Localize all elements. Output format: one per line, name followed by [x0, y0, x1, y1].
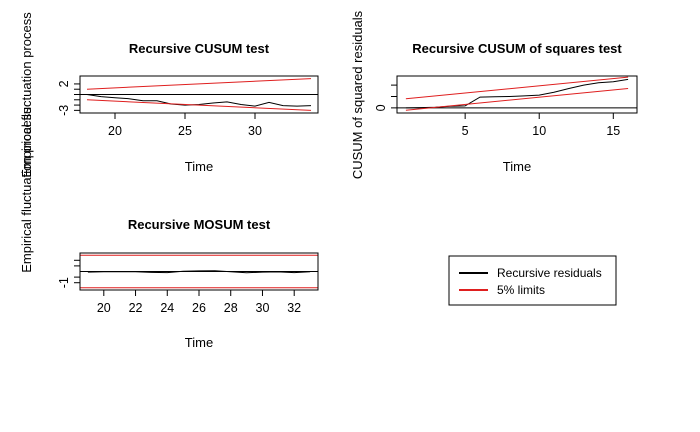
- x-tick-label: 5: [462, 124, 469, 138]
- upper-limit-line: [405, 76, 629, 100]
- x-tick-label: 26: [192, 301, 206, 315]
- plot-lines: [397, 76, 637, 111]
- x-tick-label: 32: [287, 301, 301, 315]
- x-tick-label: 30: [248, 124, 262, 138]
- plot-lines: [80, 78, 318, 111]
- x-tick-label: 22: [129, 301, 143, 315]
- lower-limit-line: [405, 88, 629, 111]
- chart-title: Recursive CUSUM of squares test: [412, 41, 622, 56]
- y-tick-label: 2: [57, 80, 71, 87]
- x-tick-label: 20: [97, 301, 111, 315]
- legend-box: [448, 255, 617, 306]
- y-axis-label: Empirical fluctuation process: [19, 107, 34, 273]
- legend-label: Recursive residuals: [497, 266, 602, 280]
- x-axis-label: Time: [185, 159, 213, 174]
- fluctuation-process-line: [86, 94, 312, 107]
- x-tick-label: 10: [532, 124, 546, 138]
- x-tick-label: 25: [178, 124, 192, 138]
- y-axis-label: Empirical fluctuation process: [19, 12, 34, 178]
- chart-title: Recursive CUSUM test: [129, 41, 270, 56]
- y-tick-label: -3: [57, 105, 71, 116]
- legend: Recursive residuals 5% limits: [448, 255, 617, 306]
- upper-limit-line: [86, 78, 312, 90]
- fluctuation-process-line: [405, 78, 629, 109]
- x-tick-label: 15: [606, 124, 620, 138]
- y-tick-label: -1: [57, 277, 71, 288]
- x-tick-label: 28: [224, 301, 238, 315]
- y-axis-label: CUSUM of squared residuals: [350, 10, 365, 179]
- chart-panel-1: Recursive CUSUM test Time Empirical fluctu…: [19, 12, 319, 178]
- plot-lines: [80, 254, 318, 289]
- legend-label: 5% limits: [497, 283, 545, 297]
- chart-panel-2: Recursive CUSUM of squares test Time CUSUM…: [350, 10, 638, 179]
- lower-limit-line: [86, 99, 312, 111]
- y-tick-label: 0: [374, 104, 388, 111]
- chart-title: Recursive MOSUM test: [128, 217, 271, 232]
- x-tick-label: 30: [256, 301, 270, 315]
- x-tick-label: 20: [108, 124, 122, 138]
- x-axis-label: Time: [185, 335, 213, 350]
- x-axis-label: Time: [503, 159, 531, 174]
- chart-panel-3: Recursive MOSUM test Time Empirical fluctu…: [19, 107, 319, 350]
- fluctuation-process-line: [87, 270, 311, 274]
- plot-box: [396, 75, 638, 114]
- x-tick-label: 24: [160, 301, 174, 315]
